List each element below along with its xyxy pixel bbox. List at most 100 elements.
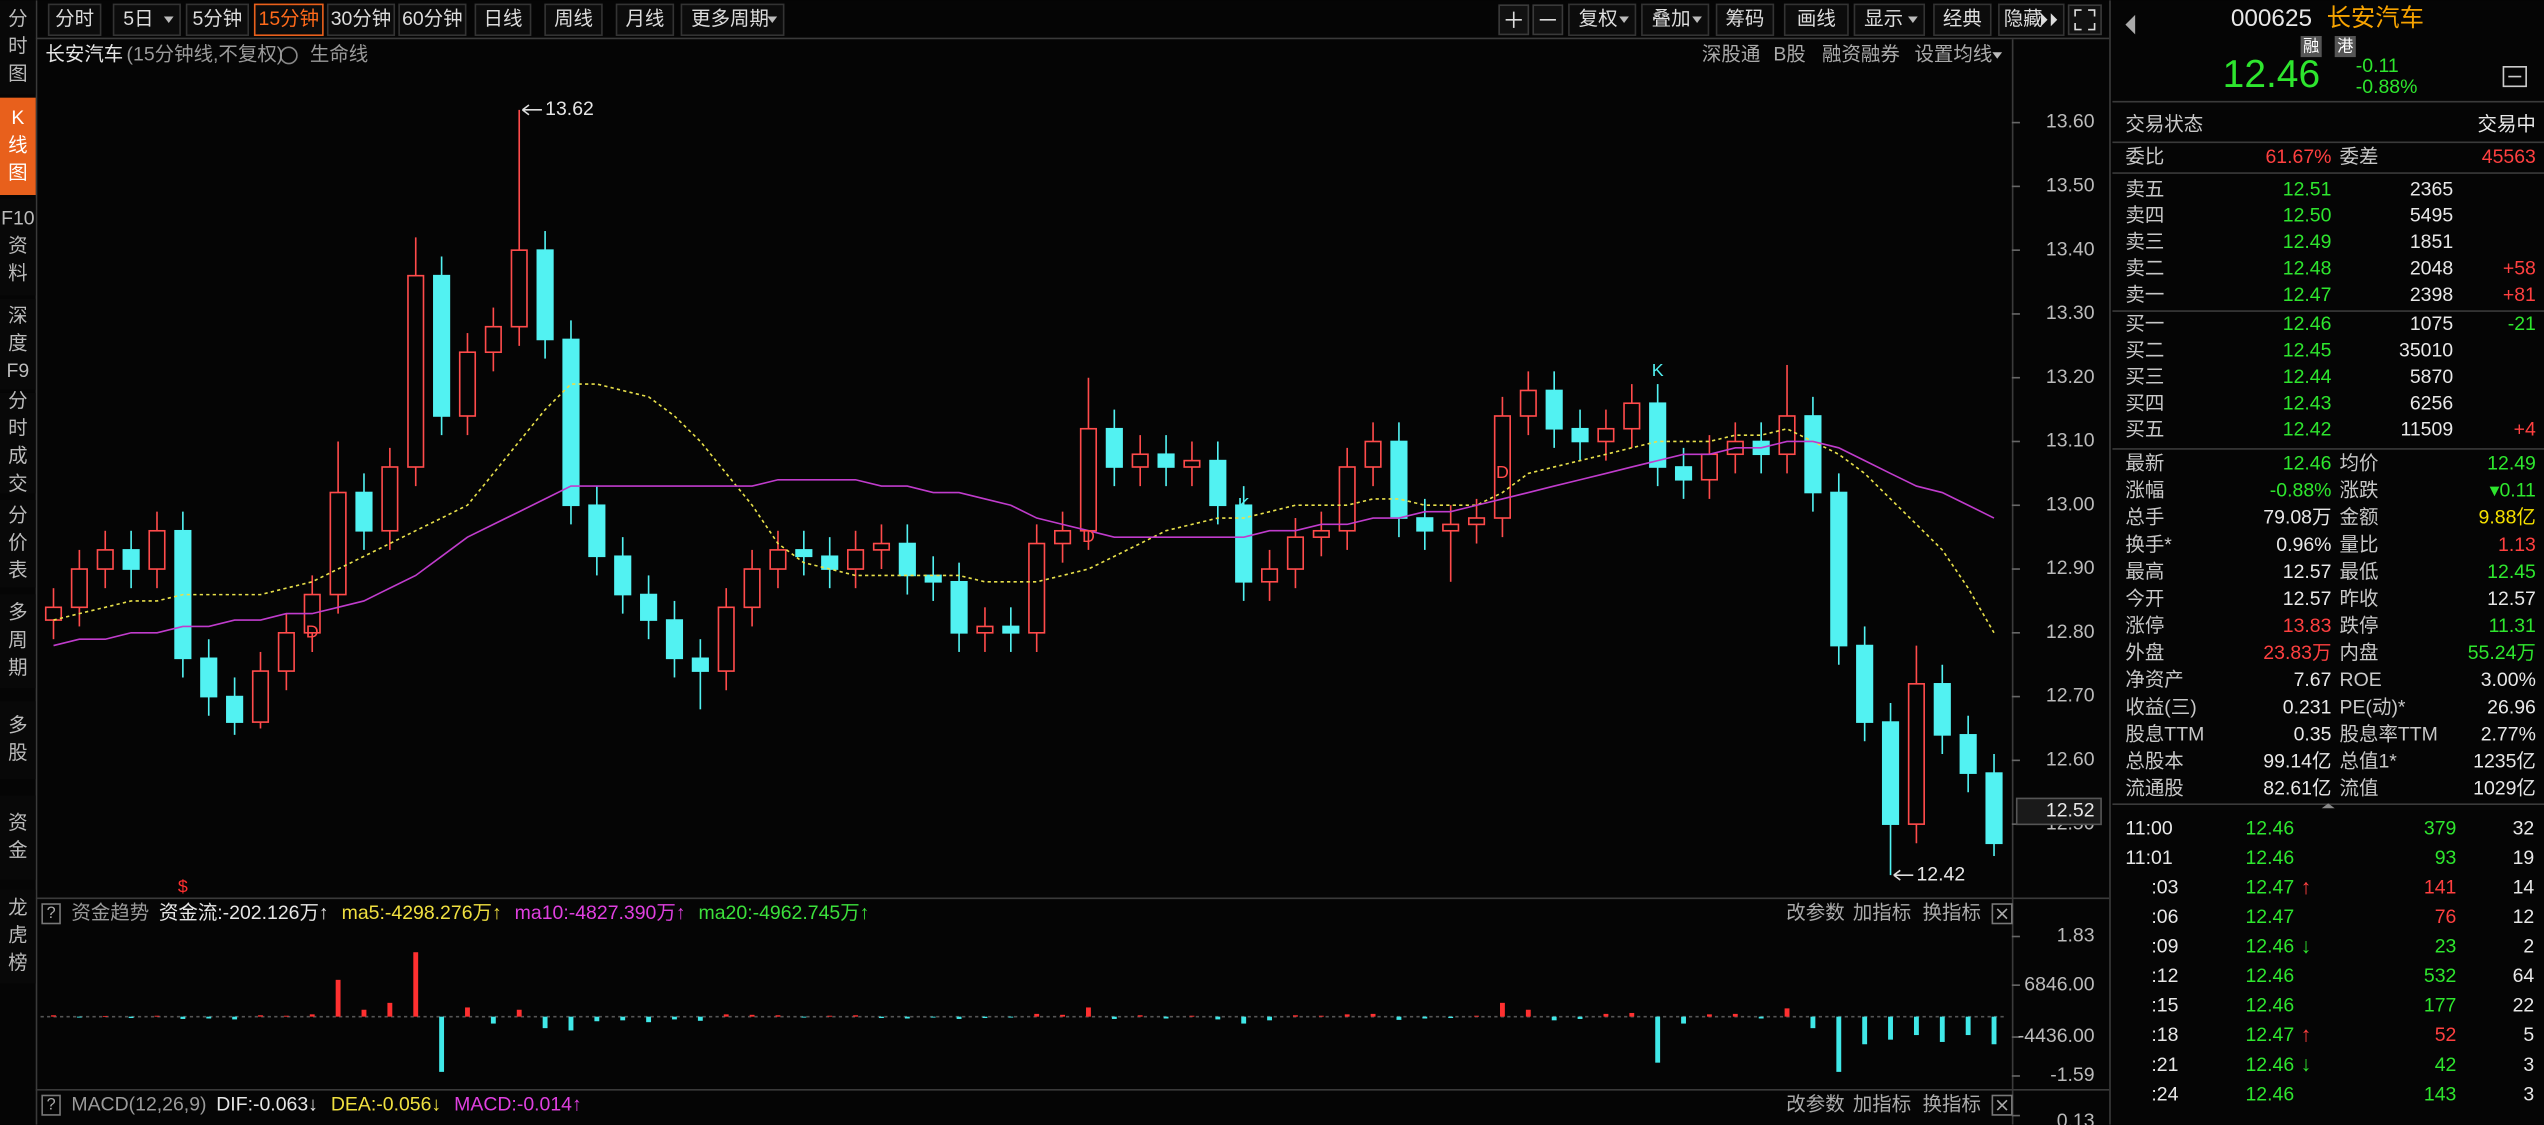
stat-value: 3.00%: [2481, 669, 2536, 691]
side-tab[interactable]: [0, 298, 36, 390]
side-tab-label: 价: [8, 532, 27, 554]
candle-body: [1545, 389, 1563, 430]
period-button[interactable]: [398, 3, 467, 37]
tool-button[interactable]: [1783, 3, 1849, 37]
indicator-action[interactable]: 换指标: [1923, 902, 1981, 924]
candle-body: [277, 632, 295, 672]
prev-arrow[interactable]: [2125, 14, 2136, 35]
settings-icon[interactable]: [279, 46, 298, 65]
bar: [1810, 1016, 1816, 1029]
period-button[interactable]: [326, 3, 396, 37]
trade-price: 12.47: [2245, 877, 2294, 899]
book-label: 卖四: [2125, 205, 2164, 227]
status-label: 交易状态: [2125, 113, 2203, 135]
side-tab-label: 分: [8, 390, 27, 412]
side-tab-label: 分: [8, 504, 27, 526]
candle-body: [96, 549, 114, 570]
tool-label: 显示: [1864, 8, 1903, 30]
help-icon[interactable]: [41, 903, 61, 925]
indicator-title[interactable]: 资金趋势: [71, 902, 149, 924]
chart-link[interactable]: 设置均线: [1914, 44, 1992, 66]
close-button[interactable]: [1991, 903, 2013, 925]
bar: [1086, 1007, 1091, 1017]
chart-link[interactable]: 深股通: [1702, 44, 1760, 66]
period-button[interactable]: [474, 3, 532, 37]
period-button[interactable]: [544, 3, 603, 37]
bar: [646, 1016, 652, 1023]
bar: [1913, 1016, 1919, 1036]
chart-link[interactable]: 融资融券: [1822, 44, 1900, 66]
stat-label: 股息TTM: [2125, 723, 2204, 745]
signal-marker: D: [306, 622, 319, 642]
candle-body: [847, 549, 865, 570]
indicator-readout: MACD:-0.014↑: [454, 1093, 582, 1115]
indicator-readout: 资金流:-202.126万↑: [159, 902, 329, 924]
side-tab[interactable]: [0, 889, 36, 984]
candle-body: [1416, 517, 1434, 532]
period-button[interactable]: [615, 3, 675, 37]
bar: [1396, 1016, 1402, 1020]
candle-body: [1028, 542, 1046, 634]
side-tab[interactable]: [0, 97, 36, 196]
side-tab-label: 交: [8, 473, 27, 495]
side-tab[interactable]: [0, 198, 36, 296]
indicator-readout: DIF:-0.063↓: [216, 1093, 318, 1115]
candle-body: [898, 542, 916, 577]
period-button[interactable]: [253, 3, 324, 37]
indicator-title[interactable]: MACD(12,26,9): [71, 1093, 206, 1115]
tool-button[interactable]: [1715, 3, 1775, 37]
side-tab[interactable]: [0, 392, 36, 494]
indicator-action[interactable]: 换指标: [1923, 1093, 1981, 1115]
period-button[interactable]: [185, 3, 250, 37]
stat-value: -0.88%: [2270, 480, 2332, 502]
bar: [1370, 1013, 1376, 1017]
indicator-readout: ma10:-4827.390万↑: [515, 902, 686, 924]
side-tab-label: 度: [8, 332, 27, 354]
collapse-icon[interactable]: [2502, 66, 2527, 88]
side-tab[interactable]: [0, 500, 36, 588]
bar: [206, 1016, 212, 1019]
trade-count: 12: [2513, 906, 2535, 928]
indicator-action[interactable]: 改参数: [1786, 902, 1844, 924]
tool-label[interactable]: 生命线: [310, 44, 368, 66]
indicator-action[interactable]: 加指标: [1853, 902, 1911, 924]
badge: [2334, 36, 2356, 58]
trade-count: 64: [2513, 965, 2535, 987]
stat-label: 总值1*: [2340, 751, 2398, 773]
book-label: 卖一: [2125, 284, 2164, 306]
book-volume: 1075: [2410, 313, 2453, 335]
close-button[interactable]: [1991, 1094, 2013, 1116]
side-tab-label: 榜: [8, 952, 27, 974]
bar: [568, 1016, 574, 1031]
candle-body: [200, 657, 218, 698]
tool-button[interactable]: [1933, 3, 1992, 37]
fullscreen-button[interactable]: [2067, 4, 2102, 36]
zoom-in-button[interactable]: [1498, 4, 1530, 36]
period-label: 周线: [554, 8, 593, 30]
side-tab-label: 多: [8, 602, 27, 624]
period-label: 更多周期: [691, 8, 769, 30]
indicator-action[interactable]: 改参数: [1786, 1093, 1844, 1115]
dropdown-arrow: [767, 16, 778, 24]
bar: [1681, 1016, 1686, 1024]
y2-tick-label: 1.83: [2057, 925, 2095, 947]
side-tab[interactable]: [0, 795, 36, 880]
side-tab[interactable]: [0, 594, 36, 689]
stat-label: PE(动)*: [2340, 696, 2406, 718]
y-tick-label: 13.40: [2046, 238, 2095, 260]
more-arrows: [2041, 13, 2058, 27]
period-button[interactable]: [47, 3, 102, 37]
chart-link[interactable]: B股: [1773, 44, 1805, 66]
candle-body: [1674, 466, 1693, 481]
side-tab[interactable]: [0, 701, 36, 780]
trade-price: 12.46: [2245, 818, 2294, 840]
candle-body: [1830, 491, 1848, 647]
side-tab[interactable]: [0, 0, 36, 95]
period-button[interactable]: [680, 3, 785, 37]
book-price: 12.48: [2283, 258, 2332, 280]
side-tab-label: 深: [8, 305, 27, 327]
help-icon[interactable]: [41, 1094, 61, 1116]
book-price: 12.43: [2283, 392, 2332, 414]
indicator-action[interactable]: 加指标: [1853, 1093, 1911, 1115]
